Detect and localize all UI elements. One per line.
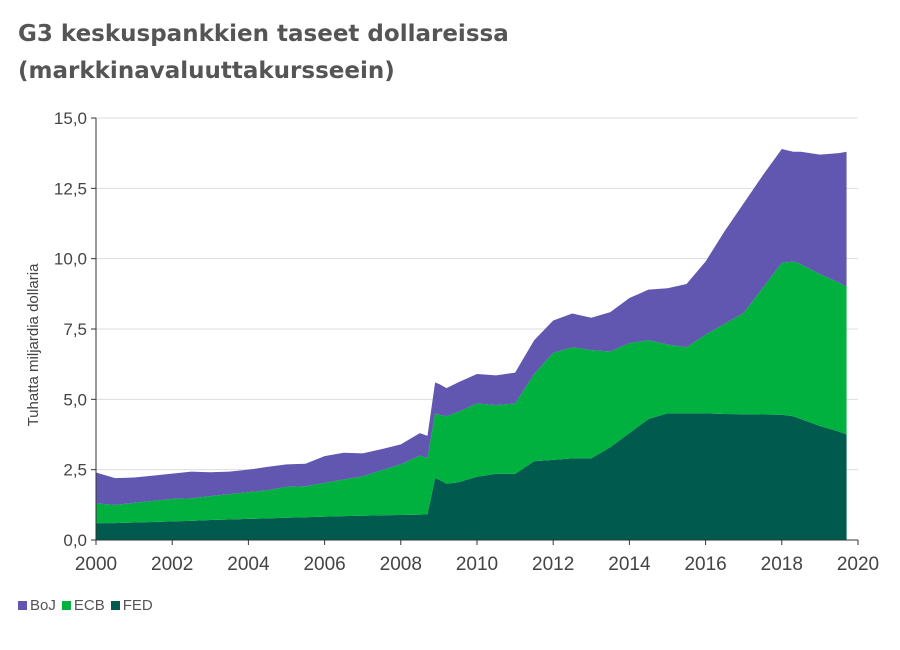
legend-label-boj: BoJ (30, 597, 56, 614)
legend: BoJ ECB FED (18, 597, 153, 614)
x-tick-label: 2016 (684, 554, 726, 575)
x-tick-label: 2008 (380, 554, 422, 575)
legend-item-boj: BoJ (18, 597, 56, 614)
legend-label-fed: FED (122, 597, 153, 614)
x-tick-labels: 2000 2002 2004 2006 2008 2010 2012 2014 2016 2018… (75, 554, 879, 575)
chart-title-line-1: G3 keskuspankkien taseet dollareissa (18, 21, 509, 47)
legend-item-ecb: ECB (61, 597, 105, 614)
stacked-areas (96, 148, 847, 540)
area-ecb (96, 261, 847, 524)
x-tick-label: 2012 (532, 554, 574, 575)
y-tick-label: 2,5 (63, 461, 87, 480)
y-tick-label: 0,0 (63, 531, 87, 550)
y-tick-labels: 0,0 2,5 5,0 7,5 10,0 12,5 15,0 (54, 109, 87, 550)
x-tick-label: 2010 (456, 554, 498, 575)
y-axis-label: Tuhatta miljardia dollaria (25, 263, 42, 427)
legend-swatch-fed (110, 601, 120, 610)
area-boj (96, 148, 847, 505)
x-tick-label: 2002 (151, 554, 193, 575)
area-fed (96, 413, 847, 540)
y-tick-label: 12,5 (54, 179, 87, 198)
y-tick-label: 15,0 (54, 109, 87, 128)
y-tick-label: 5,0 (63, 390, 87, 409)
legend-swatch-boj (18, 601, 27, 610)
y-tick-label: 7,5 (63, 320, 87, 339)
legend-swatch-ecb (61, 601, 71, 610)
legend-item-fed: FED (110, 597, 153, 614)
x-tick-label: 2000 (75, 554, 117, 575)
x-tick-label: 2018 (761, 554, 803, 575)
legend-label-ecb: ECB (73, 597, 105, 614)
x-tick-label: 2014 (608, 554, 651, 575)
axes (91, 117, 859, 545)
x-tick-label: 2004 (227, 554, 270, 575)
y-tick-label: 10,0 (54, 250, 87, 269)
x-tick-label: 2020 (837, 554, 879, 575)
chart-title-line-2: (markkinavaluuttakursseein) (18, 58, 395, 84)
x-tick-label: 2006 (303, 554, 345, 575)
chart-title: G3 keskuspankkien taseet dollareissa (ma… (18, 16, 878, 90)
